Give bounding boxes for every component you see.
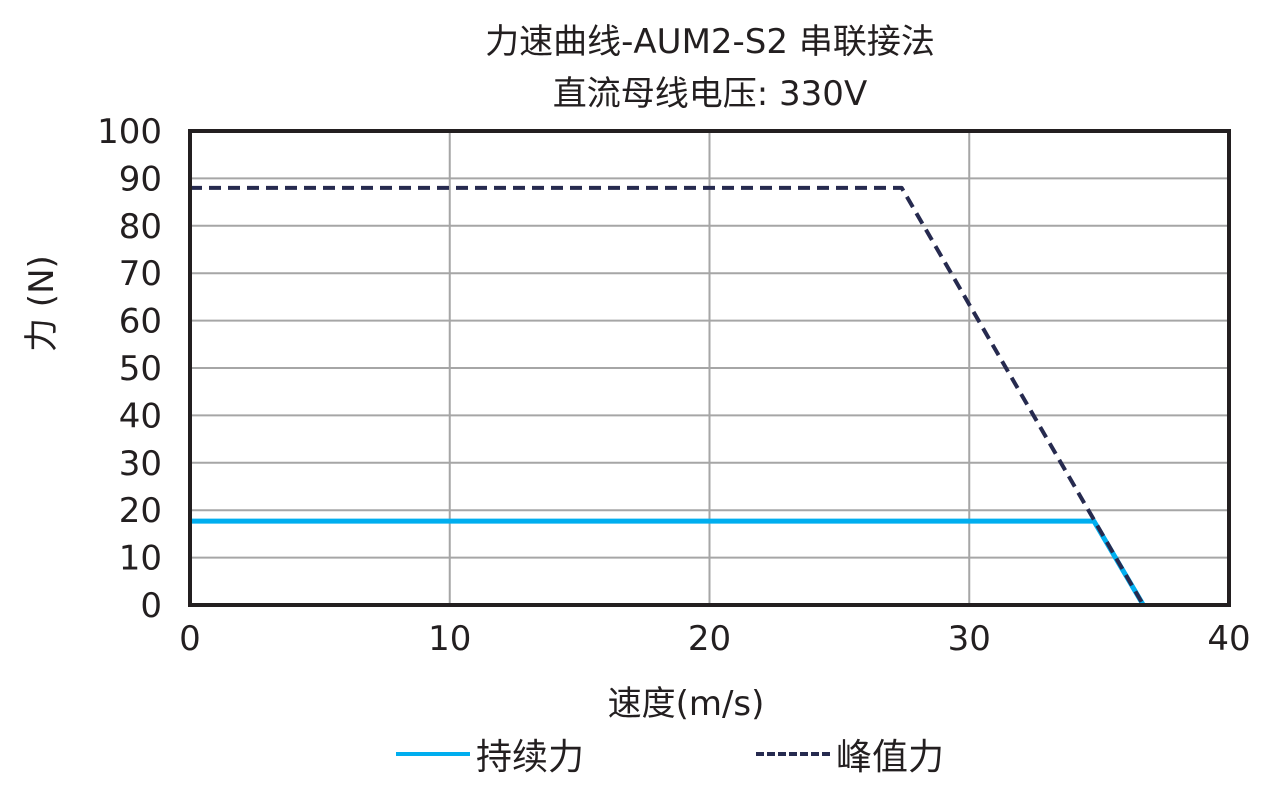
y-tick-label: 20 (119, 491, 162, 531)
x-axis-label: 速度(m/s) (607, 684, 765, 724)
x-tick-label: 20 (688, 619, 731, 659)
y-tick-label: 10 (119, 539, 162, 579)
chart-title: 力速曲线-AUM2-S2 串联接法 (485, 22, 935, 62)
dashed-line-icon (756, 752, 830, 756)
y-tick-label: 30 (119, 444, 162, 484)
continuous-force-line (190, 518, 1146, 607)
y-axis-label: 力 (N) (22, 255, 62, 352)
legend-label-peak: 峰值力 (836, 737, 945, 778)
x-tick-label: 0 (179, 619, 201, 659)
y-tick-label: 90 (119, 159, 162, 199)
data-series (190, 185, 1146, 607)
y-tick-label: 70 (119, 254, 162, 294)
gridlines (189, 130, 1230, 606)
legend-item-continuous: 持续力 (396, 728, 584, 780)
chart-subtitle: 直流母线电压: 330V (552, 74, 868, 114)
legend-label-continuous: 持续力 (476, 737, 585, 778)
y-tick-label: 40 (119, 396, 162, 436)
x-axis-ticks: 0 10 20 30 40 (179, 619, 1250, 659)
y-tick-label: 0 (140, 586, 162, 626)
y-tick-label: 80 (119, 207, 162, 247)
plot-frame (188, 129, 1231, 607)
y-tick-label: 50 (119, 349, 162, 389)
legend-item-peak: 峰值力 (756, 728, 944, 780)
solid-line-icon (396, 752, 470, 756)
x-tick-label: 10 (428, 619, 471, 659)
peak-force-line (190, 185, 1146, 607)
y-tick-label: 60 (119, 302, 162, 342)
y-tick-label: 100 (97, 112, 162, 152)
x-tick-label: 40 (1207, 619, 1250, 659)
y-axis-ticks: 0 10 20 30 40 50 60 70 80 90 100 (97, 112, 162, 626)
x-tick-label: 30 (948, 619, 991, 659)
